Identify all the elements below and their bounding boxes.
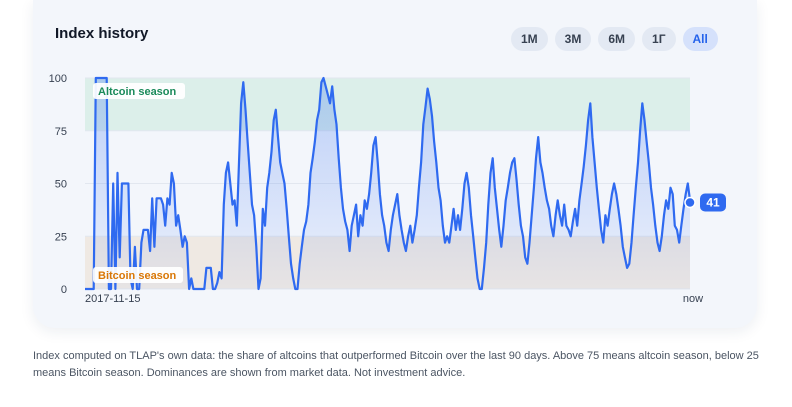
- altcoin-season-label: Altcoin season: [98, 86, 177, 98]
- y-tick-label: 0: [61, 284, 67, 296]
- bitcoin-season-label-bg: [93, 267, 183, 283]
- range-button-1y[interactable]: 1Г: [642, 27, 676, 51]
- series-line: [85, 76, 692, 291]
- y-tick-label: 25: [55, 231, 67, 243]
- x-end-label: now: [683, 293, 703, 305]
- range-button-3m[interactable]: 3M: [554, 27, 592, 51]
- footnote: Index computed on TLAP's own data: the s…: [33, 350, 759, 379]
- current-value-dot: [684, 196, 696, 209]
- altcoin-season-label-bg: [93, 83, 185, 99]
- range-button-1m[interactable]: 1M: [511, 27, 548, 51]
- y-tick-label: 50: [55, 179, 67, 191]
- y-tick-label: 100: [49, 73, 67, 85]
- series-area: [85, 78, 690, 289]
- card-title: Index history: [55, 25, 149, 42]
- range-selector: 1M 3M 6M 1Г All: [511, 27, 725, 51]
- y-tick-label: 75: [55, 126, 67, 138]
- current-value-badge: [700, 193, 726, 212]
- range-button-all[interactable]: All: [682, 27, 718, 51]
- x-start-label: 2017-11-15: [85, 293, 140, 305]
- index-history-chart: 0 25 50 75 100 Altcoin season Bitcoin season 20…: [49, 73, 726, 305]
- range-button-6m[interactable]: 6M: [598, 27, 636, 51]
- current-value-label: 41: [706, 195, 720, 209]
- bitcoin-season-label: Bitcoin season: [98, 270, 177, 282]
